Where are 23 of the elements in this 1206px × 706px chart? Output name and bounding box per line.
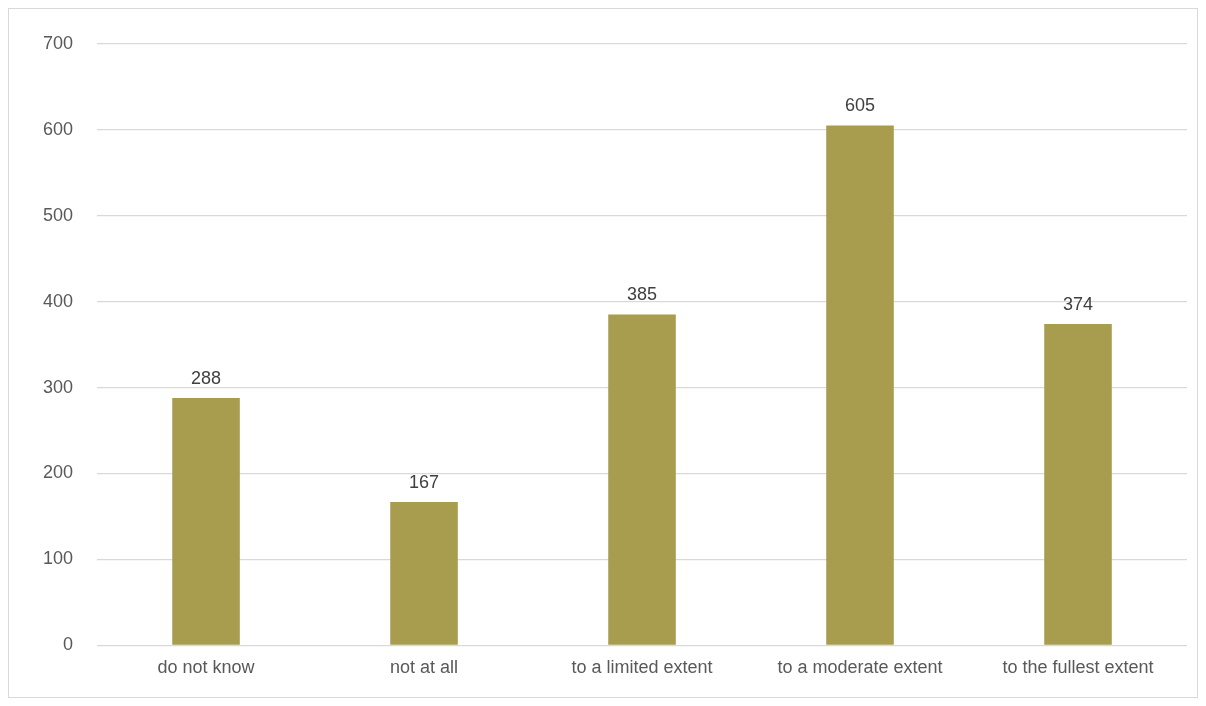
x-tick-label: to a moderate extent [777, 657, 943, 678]
y-tick-label: 700 [42, 32, 74, 53]
bar [608, 314, 676, 645]
x-tick-label: to a limited extent [571, 657, 713, 678]
y-tick-label: 600 [42, 118, 74, 139]
data-label: 288 [191, 367, 222, 388]
x-tick-label: to the fullest extent [1002, 657, 1154, 678]
data-label: 374 [1062, 293, 1094, 314]
bar [1044, 323, 1112, 645]
y-tick-label: 400 [42, 290, 74, 311]
y-tick-label: 300 [42, 376, 74, 397]
y-tick-label: 0 [63, 634, 74, 655]
y-tick-label: 100 [42, 548, 74, 569]
y-tick-label: 200 [42, 462, 74, 483]
x-tick-label: do not know [157, 657, 256, 678]
bar [390, 501, 458, 645]
bar [826, 125, 894, 645]
bar [172, 397, 240, 645]
y-tick-label: 500 [42, 204, 74, 225]
data-label: 385 [626, 284, 658, 305]
data-label: 605 [844, 95, 876, 116]
x-tick-label: not at all [390, 657, 459, 678]
data-label: 167 [409, 471, 440, 492]
